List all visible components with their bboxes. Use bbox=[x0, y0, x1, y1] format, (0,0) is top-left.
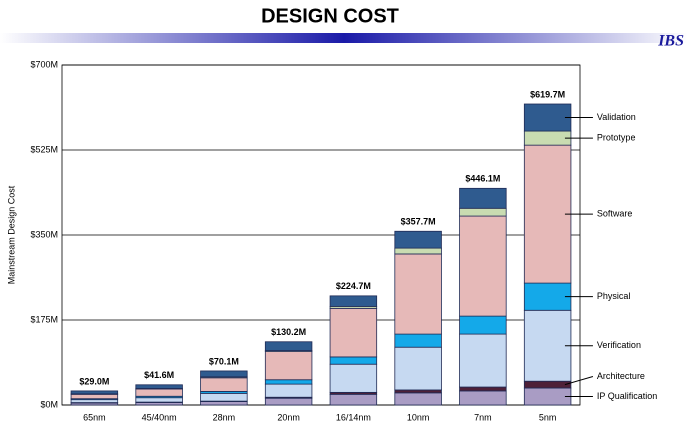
total-label: $446.1M bbox=[465, 174, 500, 184]
chart-title: DESIGN COST bbox=[261, 5, 399, 27]
y-tick-label: $175M bbox=[30, 314, 58, 324]
bar-segment bbox=[70, 393, 119, 400]
bar-segment bbox=[523, 282, 572, 311]
bar-segment bbox=[329, 356, 378, 365]
y-tick-label: $700M bbox=[30, 59, 58, 69]
bar-segment bbox=[200, 377, 248, 392]
bar-segment bbox=[329, 307, 378, 358]
y-axis-label: Mainstream Design Cost bbox=[6, 185, 16, 284]
y-tick-label: $0M bbox=[40, 399, 58, 409]
bar-segment bbox=[459, 187, 507, 209]
bar-segment bbox=[523, 103, 572, 132]
x-tick-label: 20nm bbox=[277, 412, 300, 422]
bar-segment bbox=[70, 390, 119, 395]
bar-segment bbox=[459, 215, 507, 317]
x-tick-label: 28nm bbox=[213, 412, 236, 422]
bar-segment bbox=[264, 351, 313, 381]
total-label: $70.1M bbox=[209, 356, 239, 366]
bar-segment bbox=[394, 333, 442, 348]
bar-segment bbox=[459, 333, 507, 388]
y-tick-label: $350M bbox=[30, 229, 58, 239]
total-label: $224.7M bbox=[336, 281, 371, 291]
bar-segment bbox=[200, 392, 248, 402]
legend-label: Software bbox=[597, 208, 633, 218]
bar-segment bbox=[329, 393, 378, 406]
bar-segment bbox=[135, 388, 183, 397]
bar-segment bbox=[135, 397, 183, 403]
bar-segment bbox=[329, 295, 378, 307]
total-label: $619.7M bbox=[530, 89, 565, 99]
bar-segment bbox=[264, 341, 313, 352]
legend-label: Prototype bbox=[597, 132, 636, 142]
total-label: $357.7M bbox=[401, 217, 436, 227]
bar-segment bbox=[459, 315, 507, 335]
brand: IBS bbox=[657, 33, 684, 50]
bar-segment bbox=[523, 309, 572, 382]
bar-segment bbox=[394, 247, 442, 255]
bar-segment bbox=[459, 390, 507, 406]
x-tick-label: 10nm bbox=[407, 412, 430, 422]
x-tick-label: 16/14nm bbox=[336, 412, 371, 422]
bar-segment bbox=[459, 207, 507, 217]
y-tick-label: $525M bbox=[30, 144, 58, 154]
bar-segment bbox=[200, 401, 248, 406]
legend-label: Architecture bbox=[597, 371, 645, 381]
legend-leader bbox=[564, 376, 594, 386]
bar-segment bbox=[394, 389, 442, 394]
bar-segment bbox=[523, 130, 572, 146]
x-tick-label: 5nm bbox=[539, 412, 557, 422]
total-label: $41.6M bbox=[144, 370, 174, 380]
x-tick-label: 45/40nm bbox=[142, 412, 177, 422]
bar-segment bbox=[394, 346, 442, 391]
bar-segment bbox=[264, 397, 313, 406]
bar-segment bbox=[459, 386, 507, 392]
bar-segment bbox=[329, 363, 378, 393]
legend-label: IP Qualification bbox=[597, 391, 657, 401]
x-tick-label: 65nm bbox=[83, 412, 106, 422]
bar-segment bbox=[523, 387, 572, 406]
x-tick-label: 7nm bbox=[474, 412, 492, 422]
legend-label: Physical bbox=[597, 291, 631, 301]
bar-segment bbox=[394, 230, 442, 249]
bar-segment bbox=[200, 370, 248, 378]
bar-segment bbox=[70, 399, 119, 403]
bar-segment bbox=[264, 379, 313, 385]
bar-segment bbox=[394, 253, 442, 335]
bar-segment bbox=[523, 380, 572, 389]
bar-segment bbox=[523, 144, 572, 284]
bar-segment bbox=[264, 383, 313, 398]
total-label: $29.0M bbox=[79, 376, 109, 386]
bar-segment bbox=[394, 392, 442, 406]
bar-segment bbox=[135, 384, 183, 389]
legend-label: Verification bbox=[597, 340, 641, 350]
legend-label: Validation bbox=[597, 112, 636, 122]
header-band bbox=[0, 33, 688, 43]
total-label: $130.2M bbox=[271, 327, 306, 337]
